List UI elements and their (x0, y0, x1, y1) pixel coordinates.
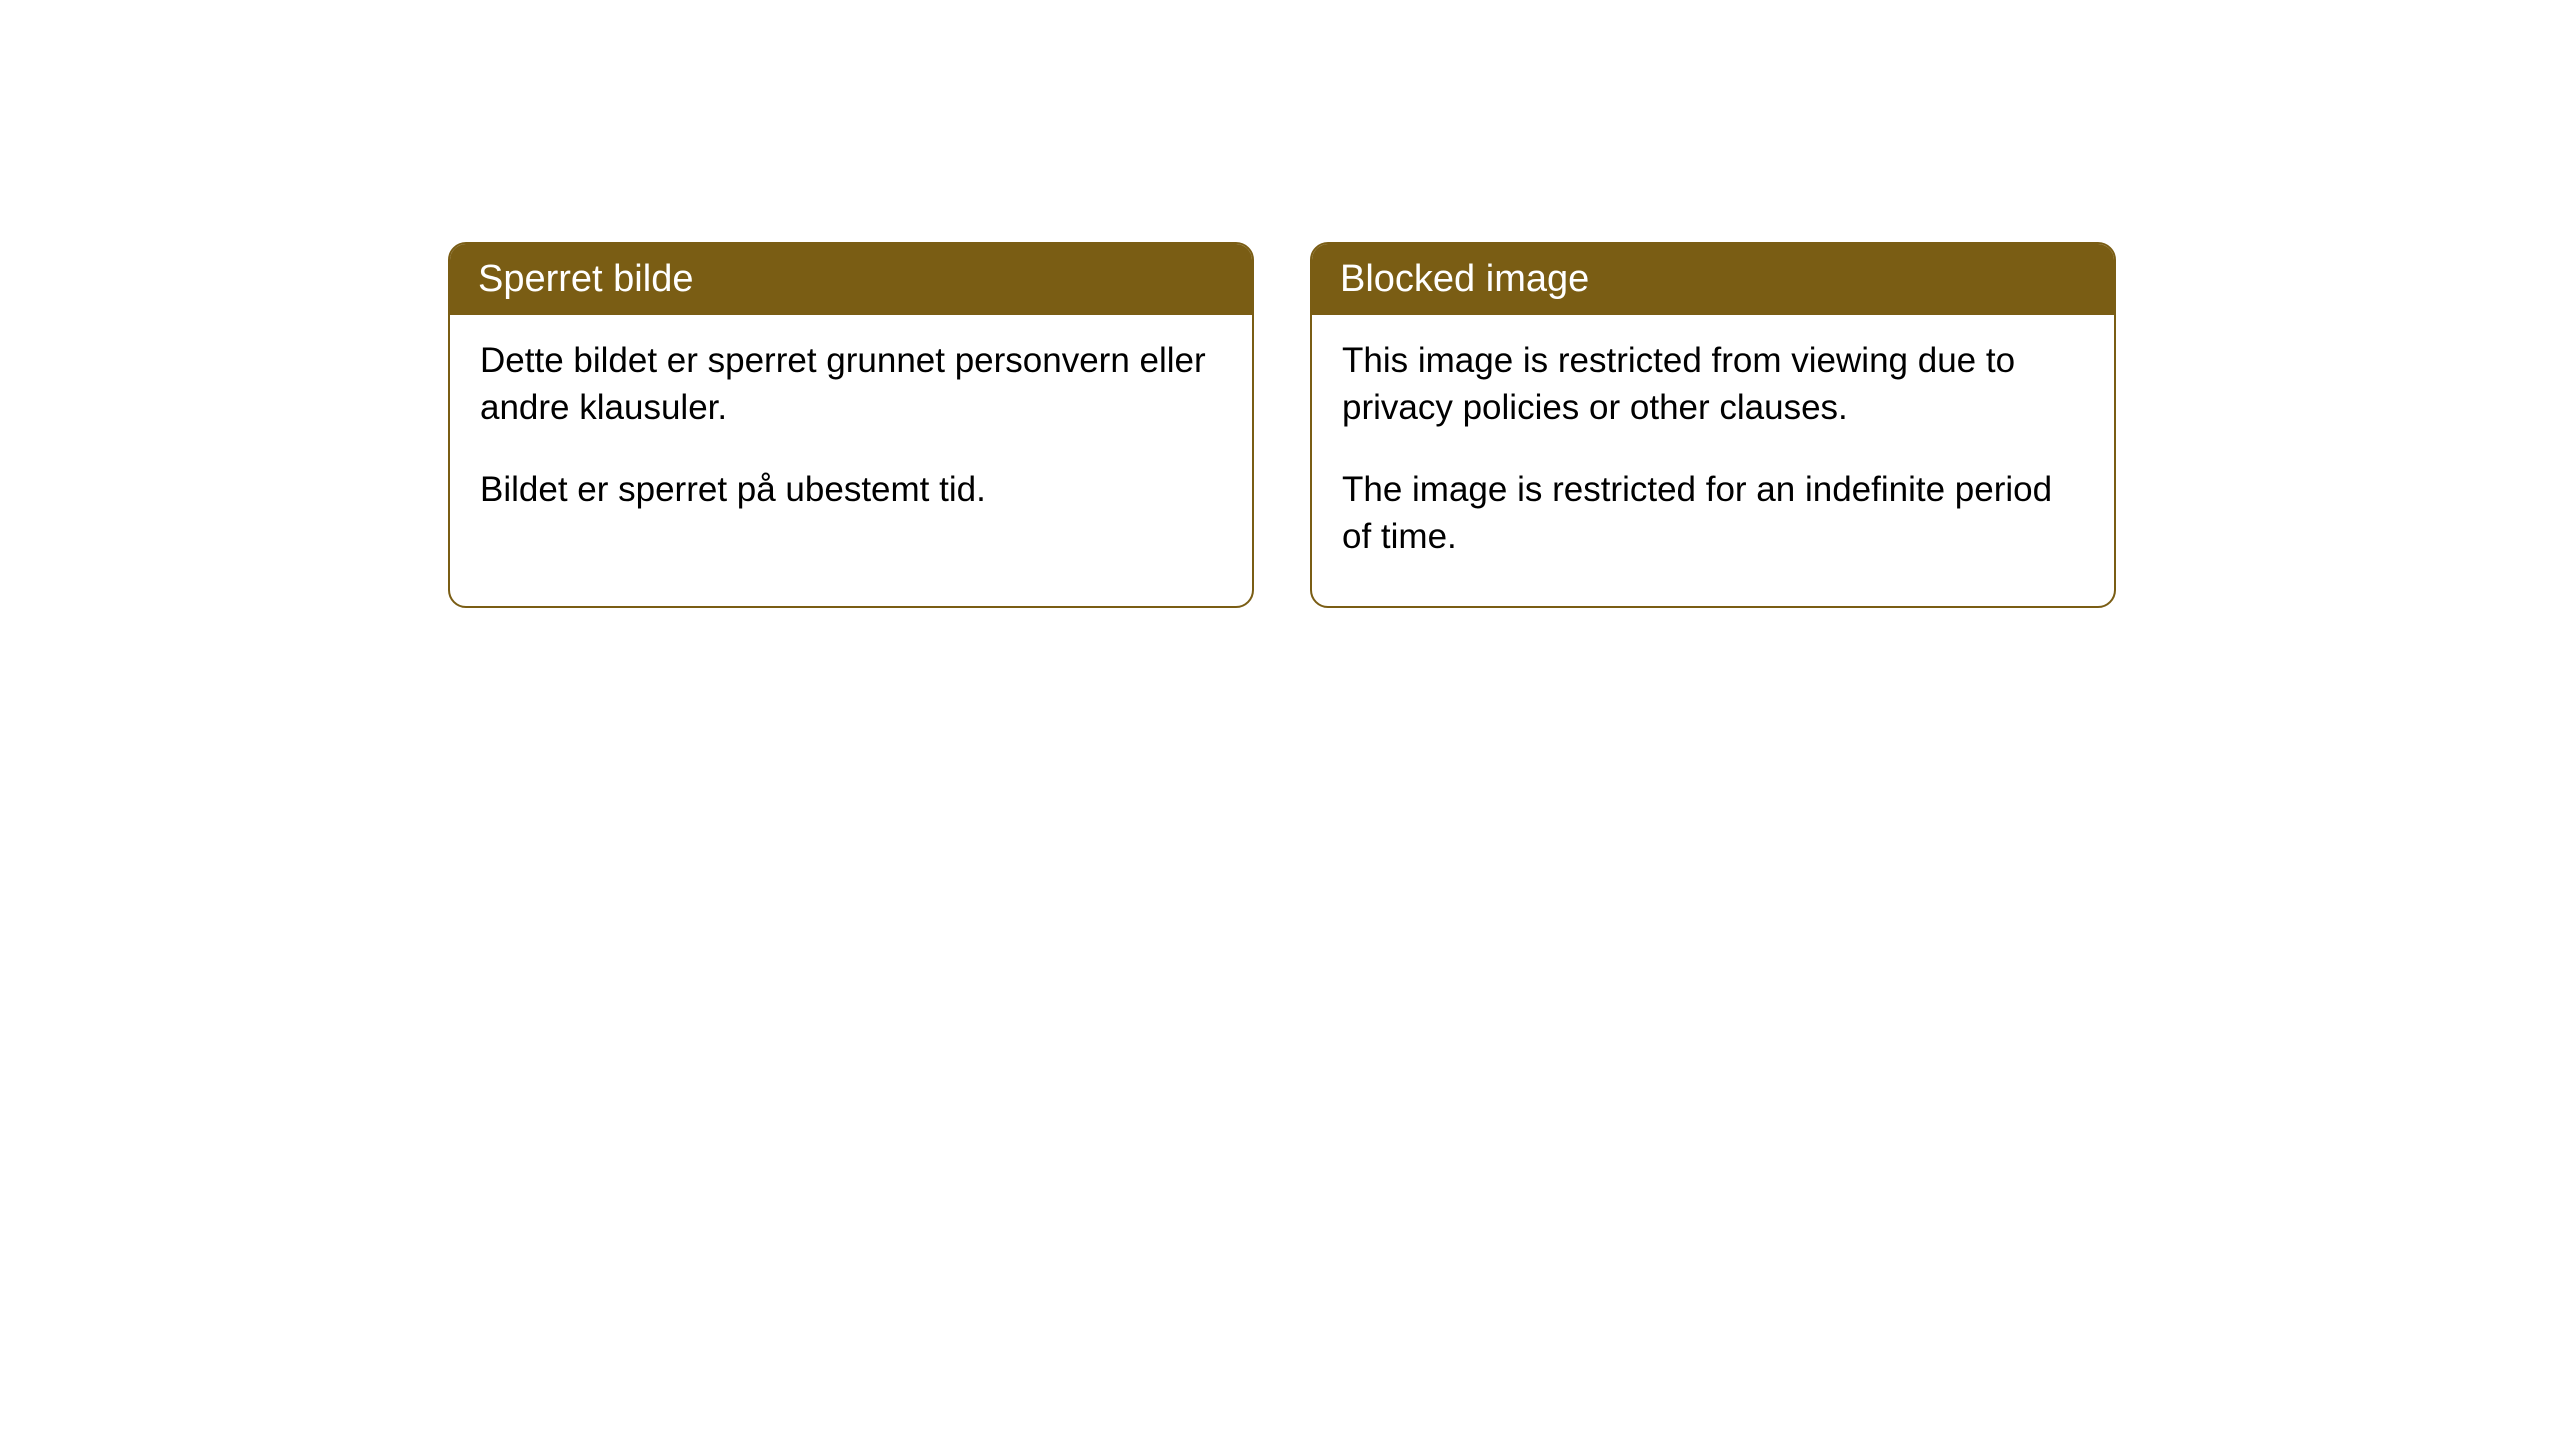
cards-container: Sperret bilde Dette bildet er sperret gr… (0, 0, 2560, 608)
card-text-line-1: This image is restricted from viewing du… (1342, 337, 2084, 432)
card-text-line-1: Dette bildet er sperret grunnet personve… (480, 337, 1222, 432)
card-body: This image is restricted from viewing du… (1312, 315, 2114, 606)
card-header: Blocked image (1312, 244, 2114, 315)
blocked-image-card-english: Blocked image This image is restricted f… (1310, 242, 2116, 608)
card-title: Blocked image (1340, 258, 1589, 300)
card-header: Sperret bilde (450, 244, 1252, 315)
blocked-image-card-norwegian: Sperret bilde Dette bildet er sperret gr… (448, 242, 1254, 608)
card-body: Dette bildet er sperret grunnet personve… (450, 315, 1252, 559)
card-text-line-2: The image is restricted for an indefinit… (1342, 466, 2084, 561)
card-title: Sperret bilde (478, 258, 693, 300)
card-text-line-2: Bildet er sperret på ubestemt tid. (480, 466, 1222, 513)
